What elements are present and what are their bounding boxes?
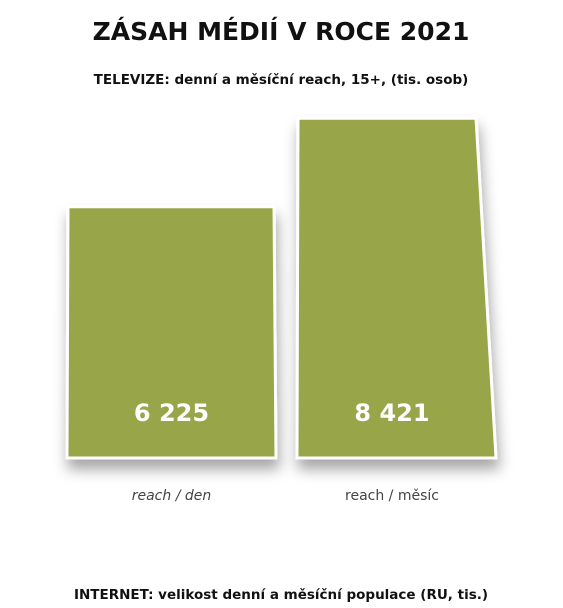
chart-title: ZÁSAH MÉDIÍ V ROCE 2021 (93, 17, 470, 46)
value-label: 6 225 (134, 399, 209, 427)
value-label: 8 421 (354, 399, 429, 427)
x-tick-label: reach / měsíc (345, 488, 439, 504)
x-tick-label: reach / den (132, 488, 212, 504)
bar (295, 116, 498, 460)
bar (65, 205, 278, 460)
annotation: INTERNET: velikost denní a měsíční popul… (74, 587, 488, 603)
chart-subtitle: TELEVIZE: denní a měsíční reach, 15+, (t… (94, 72, 469, 88)
